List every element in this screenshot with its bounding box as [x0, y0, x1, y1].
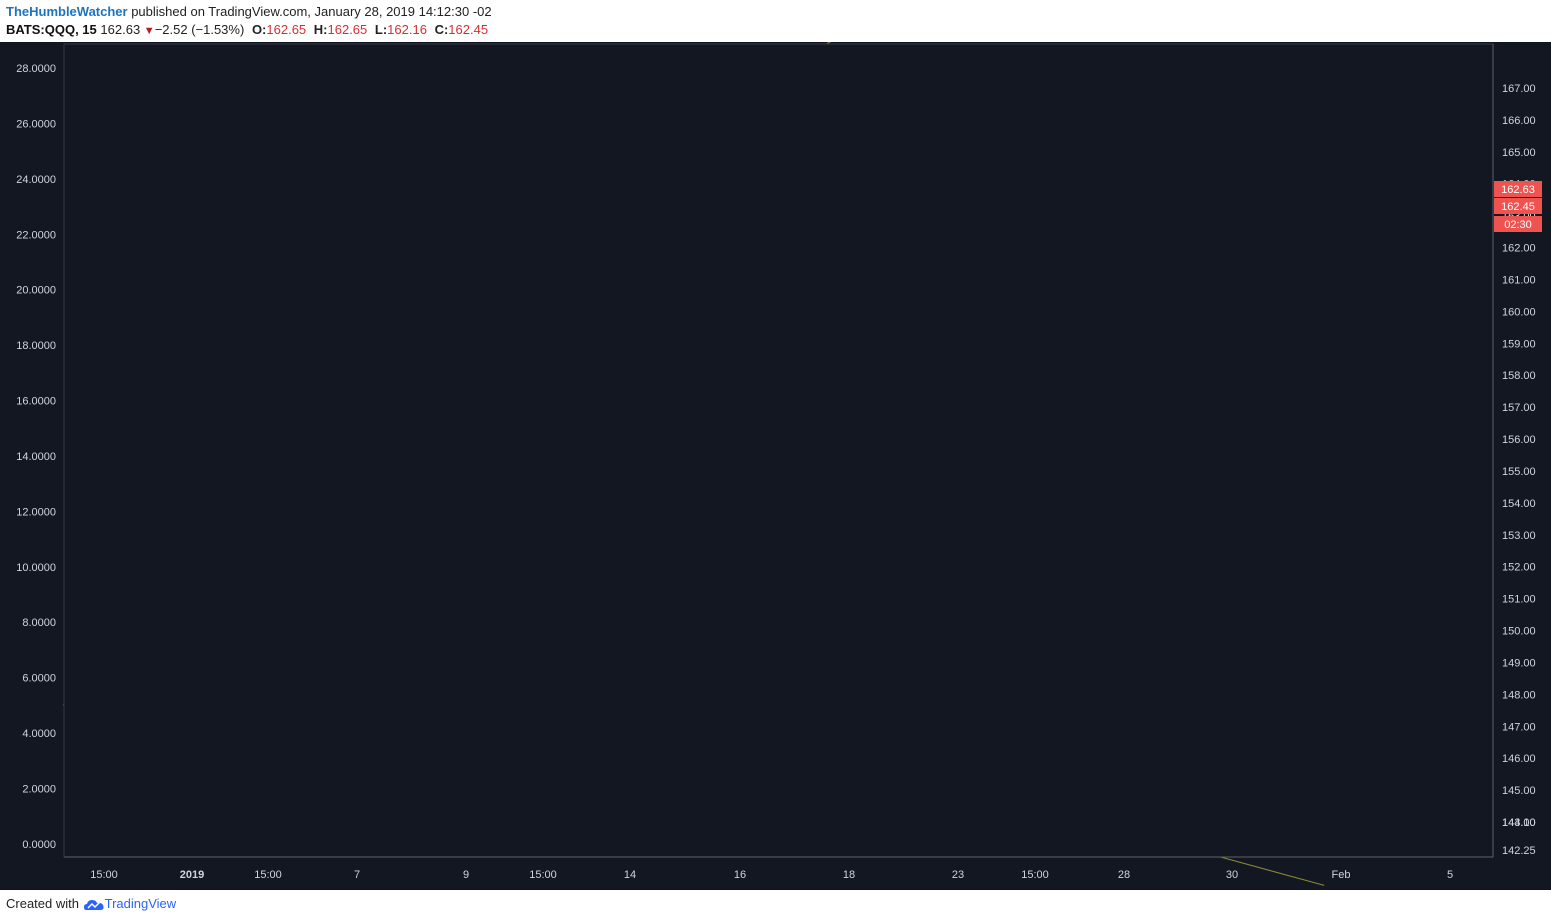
- left-axis-tick: 12.0000: [16, 506, 56, 518]
- right-axis-tick: 151.00: [1502, 594, 1536, 606]
- time-axis-tick: 14: [624, 869, 636, 881]
- time-axis-tick: 15:00: [90, 869, 118, 881]
- left-axis-tick: 0.0000: [22, 839, 56, 851]
- current-price-badge: 162.63: [1501, 184, 1535, 196]
- high-label: H:: [313, 22, 328, 37]
- price-change: −2.52 (−1.53%): [154, 22, 245, 37]
- high-value: 162.65: [327, 22, 368, 37]
- right-axis-tick: 157.00: [1502, 402, 1536, 414]
- right-axis-tick: 150.00: [1502, 626, 1536, 638]
- right-axis-tick: 148.00: [1502, 689, 1536, 701]
- last-price: 162.63: [100, 22, 141, 37]
- right-axis-tick: 147.00: [1502, 721, 1536, 733]
- left-axis-tick: 6.0000: [22, 673, 56, 685]
- left-axis-tick: 28.0000: [16, 63, 56, 75]
- plot-area: [63, 43, 1494, 858]
- axes: [63, 43, 1494, 858]
- left-axis-tick: 14.0000: [16, 451, 56, 463]
- time-axis-tick: 2019: [180, 869, 204, 881]
- open-value: 162.65: [266, 22, 307, 37]
- low-value: 162.16: [387, 22, 427, 37]
- right-axis-tick: 166.00: [1502, 115, 1536, 127]
- right-axis-tick: 160.00: [1502, 306, 1536, 318]
- right-axis-tick: 156.00: [1502, 434, 1536, 446]
- left-axis-tick: 20.0000: [16, 285, 56, 297]
- publish-info: published on TradingView.com, January 28…: [127, 4, 492, 19]
- close-value: 162.45: [448, 22, 489, 37]
- created-with-label: Created with: [6, 896, 79, 911]
- author-link[interactable]: TheHumbleWatcher: [6, 4, 128, 19]
- tradingview-brand[interactable]: TradingView: [104, 896, 177, 911]
- time-axis-tick: 18: [843, 869, 855, 881]
- price-chart[interactable]: 999 28.000026.000024.000022.000020.00001…: [0, 42, 1551, 890]
- time-axis-tick: 15:00: [529, 869, 557, 881]
- left-axis-tick: 26.0000: [16, 118, 56, 130]
- tradingview-logo-icon: [83, 899, 104, 910]
- chart-header: TheHumbleWatcher published on TradingVie…: [6, 4, 1536, 42]
- time-axis-tick: Feb: [1332, 869, 1351, 881]
- time-axis-tick: 7: [354, 869, 360, 881]
- current-price-badge-bg: [1494, 181, 1542, 197]
- right-axis-tick: 154.00: [1502, 498, 1536, 510]
- right-axis-tick: 146.00: [1502, 753, 1536, 765]
- left-axis-tick: 4.0000: [22, 728, 56, 740]
- time-axis-ticks: 15:00 2019 15:00 7 9 15:00 14 16 18 23 15:00 28 30 Fe…: [90, 869, 1453, 881]
- close-price-badge-bg: [1494, 198, 1542, 214]
- right-axis-tick: 149.00: [1502, 657, 1536, 669]
- left-axis-tick: 18.0000: [16, 340, 56, 352]
- price-badges: 162.63 162.45 02:30: [1494, 181, 1542, 232]
- right-axis-tick: 167.00: [1502, 83, 1536, 95]
- right-axis-tick: 142.25: [1502, 845, 1536, 857]
- publish-line: TheHumbleWatcher published on TradingVie…: [6, 4, 492, 19]
- open-label: O:: [251, 22, 267, 37]
- right-axis-tick: 158.00: [1502, 370, 1536, 382]
- time-axis-tick: 15:00: [1021, 869, 1049, 881]
- left-axis-tick: 2.0000: [22, 783, 56, 795]
- time-axis-tick: 9: [463, 869, 469, 881]
- close-price-badge: 162.45: [1501, 201, 1535, 213]
- right-axis-tick: 161.00: [1502, 274, 1536, 286]
- right-axis-ticks: 167.00166.00165.00164.00163.00162.00161.…: [1502, 83, 1536, 857]
- low-label: L:: [374, 22, 388, 37]
- left-axis-tick: 16.0000: [16, 396, 56, 408]
- left-axis-ticks: 28.0000 26.0000 24.0000 22.0000 20.0000 18.00…: [16, 63, 56, 851]
- time-axis-tick: 28: [1118, 869, 1130, 881]
- right-axis-tick: 144.00: [1502, 817, 1536, 829]
- left-axis-tick: 24.0000: [16, 174, 56, 186]
- right-axis-tick: 143.10: [1502, 817, 1536, 829]
- footer: Created with TradingView: [6, 896, 176, 912]
- right-axis-tick: 153.00: [1502, 530, 1536, 542]
- close-label: C:: [434, 22, 449, 37]
- right-axis-tick: 159.00: [1502, 338, 1536, 350]
- time-axis-tick: 15:00: [254, 869, 282, 881]
- countdown-badge: 02:30: [1504, 219, 1532, 231]
- time-axis-tick: 23: [952, 869, 964, 881]
- right-axis-tick: 145.00: [1502, 785, 1536, 797]
- right-axis-tick: 155.00: [1502, 466, 1536, 478]
- right-axis-tick: 162.00: [1502, 243, 1536, 255]
- left-axis-tick: 10.0000: [16, 562, 56, 574]
- symbol-label: BATS:QQQ, 15: [6, 22, 97, 37]
- time-axis-tick: 16: [734, 869, 746, 881]
- down-arrow-icon: ▼: [143, 25, 155, 37]
- countdown-badge-bg: [1494, 216, 1542, 232]
- left-axis-tick: 22.0000: [16, 229, 56, 241]
- time-axis-tick: 5: [1447, 869, 1453, 881]
- symbol-line: BATS:QQQ, 15 162.63 ▼−2.52 (−1.53%) O:16…: [6, 22, 488, 37]
- right-axis-tick: 165.00: [1502, 147, 1536, 159]
- left-axis-tick: 8.0000: [22, 617, 56, 629]
- right-axis-tick: 152.00: [1502, 562, 1536, 574]
- time-axis-tick: 30: [1226, 869, 1238, 881]
